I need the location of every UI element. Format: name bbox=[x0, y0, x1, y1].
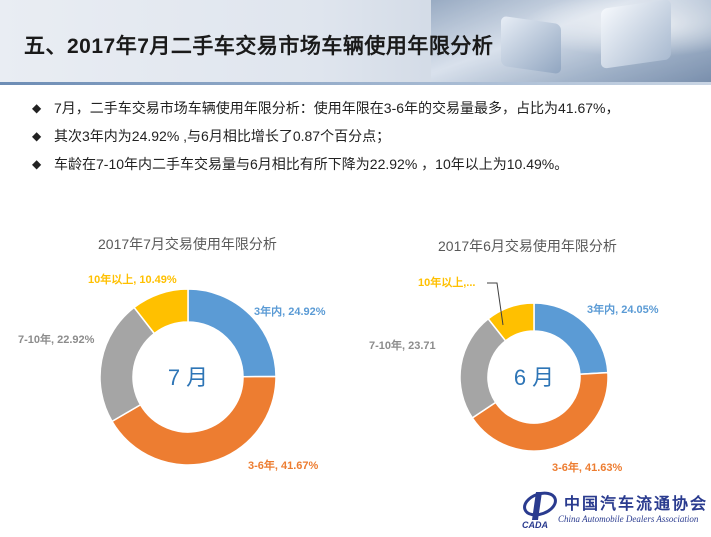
summary-bullets: ◆ 7月，二手车交易市场车辆使用年限分析：使用年限在3-6年的交易量最多，占比为… bbox=[32, 96, 682, 176]
cada-logo-text: CADA bbox=[522, 520, 548, 530]
banner-cube-decoration bbox=[601, 0, 671, 69]
bullet-item: ◆ 车龄在7-10年内二手车交易量与6月相比有所下降为22.92% ，10年以上… bbox=[32, 152, 682, 176]
title-banner: 五、2017年7月二手车交易市场车辆使用年限分析 bbox=[0, 0, 711, 82]
diamond-bullet-icon: ◆ bbox=[32, 129, 42, 143]
data-label-within3: 3年内, 24.92% bbox=[254, 304, 326, 318]
leader-line bbox=[487, 282, 504, 326]
bullet-text: 7月，二手车交易市场车辆使用年限分析：使用年限在3-6年的交易量最多，占比为41… bbox=[54, 100, 620, 116]
diamond-bullet-icon: ◆ bbox=[32, 157, 42, 171]
slice-over10 bbox=[133, 288, 189, 335]
slice-7to10 bbox=[99, 306, 156, 423]
june-doughnut-chart: 6 月 3年内, 24.05% 3-6年, 41.63% 7-10年, 23.71 10… bbox=[369, 275, 659, 474]
org-name-en: China Automobile Dealers Association bbox=[558, 514, 699, 524]
bullet-text: 车龄在7-10年内二手车交易量与6月相比有所下降为22.92% ，10年以上为1… bbox=[54, 156, 569, 172]
slice-within3 bbox=[187, 288, 277, 378]
diamond-bullet-icon: ◆ bbox=[32, 101, 42, 115]
data-label-over10: 10年以上, 10.49% bbox=[88, 272, 177, 286]
bullet-text: 其次3年内为24.92% ,与6月相比增长了0.87个百分点； bbox=[54, 128, 391, 144]
data-label-7to10: 7-10年, 22.92% bbox=[18, 332, 95, 346]
page-title: 五、2017年7月二手车交易市场车辆使用年限分析 bbox=[24, 35, 494, 58]
footer-branding: CADA 中国汽车流通协会 China Automobile Dealers A… bbox=[518, 486, 708, 532]
july-doughnut-chart: 7 月 3年内, 24.92% 3-6年, 41.67% 7-10年, 22.92% 1… bbox=[18, 272, 326, 472]
cada-logo: CADA bbox=[522, 491, 557, 530]
june-chart-title: 2017年6月交易使用年限分析 bbox=[438, 238, 617, 254]
data-label-7to10: 7-10年, 23.71 bbox=[369, 338, 436, 352]
slice-3to6 bbox=[471, 371, 609, 452]
slice-3to6 bbox=[110, 375, 277, 466]
org-name-cn: 中国汽车流通协会 bbox=[564, 494, 709, 513]
july-chart-title: 2017年7月交易使用年限分析 bbox=[98, 236, 277, 252]
slice-7to10 bbox=[459, 317, 507, 419]
data-label-over10: 10年以上,... bbox=[418, 275, 475, 289]
banner-cube-decoration bbox=[501, 15, 561, 75]
title-underline bbox=[0, 82, 711, 85]
data-label-3to6: 3-6年, 41.63% bbox=[552, 460, 623, 474]
center-month-label: 6 月 bbox=[514, 365, 554, 390]
bullet-item: ◆ 其次3年内为24.92% ,与6月相比增长了0.87个百分点； bbox=[32, 124, 682, 148]
data-label-3to6: 3-6年, 41.67% bbox=[248, 458, 319, 472]
bullet-item: ◆ 7月，二手车交易市场车辆使用年限分析：使用年限在3-6年的交易量最多，占比为… bbox=[32, 96, 682, 120]
center-month-label: 7 月 bbox=[168, 365, 208, 390]
data-label-within3: 3年内, 24.05% bbox=[587, 302, 659, 316]
